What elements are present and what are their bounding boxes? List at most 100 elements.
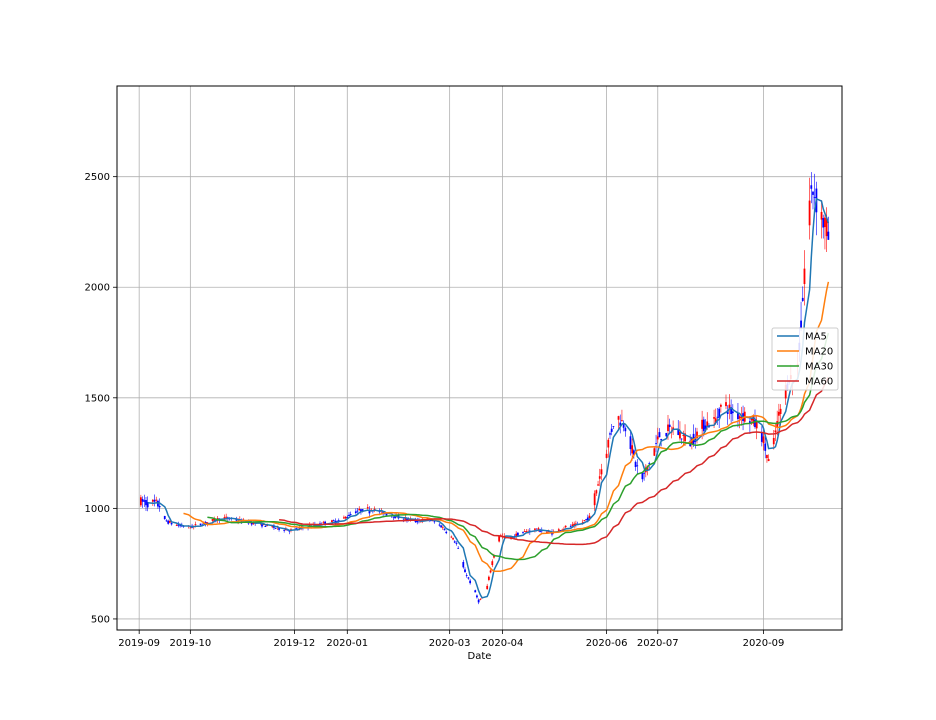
candle-body xyxy=(206,522,209,524)
ma-line-ma30 xyxy=(207,332,830,561)
candle-body xyxy=(622,424,625,428)
candle-body xyxy=(283,530,286,531)
candle-body xyxy=(455,543,458,544)
candle-body xyxy=(629,436,632,449)
candle-body xyxy=(498,535,501,542)
candle-body xyxy=(764,443,767,451)
candle-body xyxy=(704,425,707,430)
candle-body xyxy=(728,404,731,410)
candle-body xyxy=(264,525,267,527)
candle-body xyxy=(648,463,651,464)
candle-body xyxy=(820,211,823,220)
candle-body xyxy=(189,527,192,529)
candle-body xyxy=(366,507,369,509)
candle-body xyxy=(489,570,492,573)
candle-body xyxy=(165,520,168,522)
candle-body xyxy=(476,595,478,598)
candle-body xyxy=(139,497,142,506)
x-tick-label: 2019-12 xyxy=(274,638,316,649)
candle-body xyxy=(660,439,663,441)
x-tick-label: 2020-01 xyxy=(326,638,368,649)
x-tick-label: 2019-09 xyxy=(118,638,160,649)
candle-body xyxy=(755,420,758,429)
candle-body xyxy=(537,528,540,531)
candle-body xyxy=(404,517,407,520)
candle-body xyxy=(261,522,263,527)
candle-body xyxy=(360,509,362,512)
candle-body xyxy=(145,500,147,506)
candle-body xyxy=(479,599,482,600)
x-tick-label: 2020-09 xyxy=(743,638,785,649)
candle-body xyxy=(812,191,814,195)
candle-body xyxy=(322,521,325,523)
candle-body xyxy=(464,569,466,573)
candle-body xyxy=(586,517,589,521)
candle-body xyxy=(653,448,656,456)
legend-box xyxy=(771,327,839,391)
candle-body xyxy=(414,519,417,523)
candle-body xyxy=(684,433,686,442)
legend-label-ma5: MA5 xyxy=(805,332,827,343)
candle-body xyxy=(624,428,627,432)
x-tick-label: 2019-10 xyxy=(169,638,211,649)
candle-body xyxy=(177,524,180,526)
candle-body xyxy=(731,411,734,414)
candle-body xyxy=(453,541,456,543)
candle-body xyxy=(194,524,197,525)
candle-body xyxy=(643,472,646,474)
candle-body xyxy=(452,538,454,540)
candle-body xyxy=(295,528,298,530)
y-tick-label: 2000 xyxy=(85,283,110,294)
y-axis: 500 1000 1500 2000 2500 xyxy=(85,172,117,625)
candle-body xyxy=(368,510,371,514)
plot-frame xyxy=(116,85,843,631)
x-tick-label: 2020-03 xyxy=(429,638,471,649)
x-axis-label: Date xyxy=(468,651,492,662)
candle-body xyxy=(477,599,480,603)
candle-body xyxy=(585,518,588,520)
candle-body xyxy=(392,516,395,518)
candle-body xyxy=(416,520,419,523)
candle-body xyxy=(235,519,238,521)
candle-body xyxy=(767,459,770,462)
legend-label-ma20: MA20 xyxy=(805,347,833,358)
candle-body xyxy=(573,523,576,526)
candle-body xyxy=(808,200,811,226)
candle-body xyxy=(450,536,453,538)
candle-body xyxy=(151,499,154,502)
candle-body xyxy=(441,527,444,529)
candle-body xyxy=(465,575,468,576)
candle-body xyxy=(443,529,446,531)
candle-body xyxy=(199,523,202,526)
candle-body xyxy=(824,217,826,228)
candle-body xyxy=(740,416,743,418)
candle-body xyxy=(716,416,719,418)
candle-body xyxy=(571,524,574,526)
candle-body xyxy=(274,528,277,529)
candle-body xyxy=(750,418,753,421)
candle-body xyxy=(598,476,601,479)
candle-body xyxy=(522,532,524,534)
legend-label-ma30: MA30 xyxy=(805,362,833,373)
candle-body xyxy=(155,499,158,501)
y-tick-label: 1500 xyxy=(85,393,110,404)
candle-body xyxy=(545,531,548,533)
candle-body xyxy=(748,421,751,423)
candle-body xyxy=(486,585,489,590)
candle-body xyxy=(348,514,350,517)
candle-body xyxy=(337,520,340,521)
candle-body xyxy=(706,421,709,426)
legend: MA5 MA20 MA30 MA60 xyxy=(771,327,839,391)
candle-body xyxy=(158,505,161,508)
candle-body xyxy=(342,517,345,519)
candle-body xyxy=(813,196,816,198)
candle-body xyxy=(385,513,388,516)
candle-body xyxy=(175,525,178,526)
candle-body xyxy=(515,533,518,537)
candle-body xyxy=(557,529,560,531)
candle-body xyxy=(564,525,567,528)
candle-body xyxy=(779,408,782,414)
grid xyxy=(117,86,842,630)
candle-body xyxy=(356,510,359,512)
candle-body xyxy=(803,268,806,285)
